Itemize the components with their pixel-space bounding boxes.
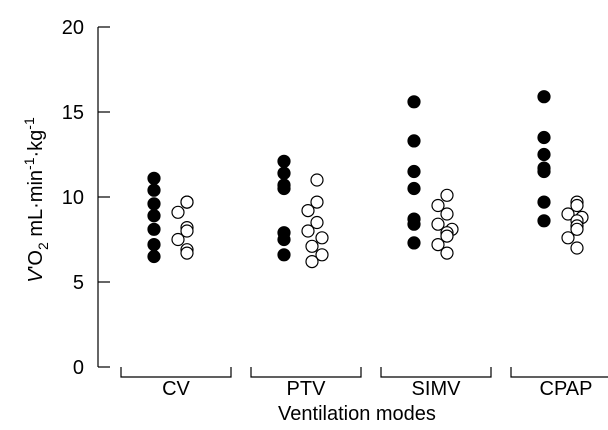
y-tick-label: 0 (73, 357, 84, 379)
data-point-open (301, 204, 315, 218)
data-point-filled (407, 134, 421, 148)
y-tick-label: 20 (62, 17, 84, 39)
data-points (147, 90, 589, 269)
x-category-label: PTV (287, 378, 327, 400)
data-point-open (440, 229, 454, 243)
data-point-filled (407, 217, 421, 231)
x-axis-category-brackets: CV PTV SIMV CPAP (120, 367, 608, 400)
data-point-open (310, 173, 324, 187)
data-point-open (305, 255, 319, 269)
data-point-filled (537, 164, 551, 179)
data-point-open (431, 217, 445, 231)
data-point-open (570, 198, 584, 213)
data-point-open (440, 246, 454, 260)
data-point-open (180, 246, 194, 260)
data-point-open (561, 207, 575, 221)
data-point-filled (147, 238, 161, 252)
data-point-open (301, 224, 315, 238)
data-point-open (171, 205, 185, 219)
data-point-filled (407, 164, 421, 179)
data-point-filled (537, 195, 551, 209)
data-point-open (570, 222, 584, 236)
x-category-bracket (510, 367, 608, 378)
data-point-open (440, 207, 454, 221)
data-point-open (310, 195, 324, 209)
data-point-filled (147, 197, 161, 211)
data-point-open (431, 238, 445, 252)
data-point-open (180, 224, 194, 238)
x-axis-title: Ventilation modes (278, 403, 436, 425)
data-point-open (171, 232, 185, 247)
data-point-filled (147, 222, 161, 236)
data-point-filled (277, 181, 291, 196)
y-axis-ticks: 0 5 10 15 20 (62, 17, 110, 379)
x-category-bracket (380, 367, 492, 378)
data-point-open (315, 231, 329, 245)
x-category-label: CPAP (540, 378, 593, 400)
y-axis-title: V'O2 mL·min-1·kg-1 (21, 117, 51, 283)
data-point-filled (277, 232, 291, 247)
x-category-label: SIMV (412, 378, 462, 400)
data-point-filled (147, 209, 161, 223)
data-point-filled (277, 154, 291, 168)
data-point-filled (407, 181, 421, 196)
data-point-filled (407, 236, 421, 250)
y-tick-label: 5 (73, 272, 84, 294)
data-point-open (310, 215, 324, 230)
x-category-label: CV (162, 378, 190, 400)
y-tick-label: 15 (62, 102, 84, 124)
data-point-filled (537, 214, 551, 228)
data-point-filled (537, 130, 551, 145)
data-point-filled (147, 171, 161, 185)
data-point-open (315, 248, 329, 262)
data-point-filled (147, 183, 161, 197)
data-point-open (305, 239, 319, 253)
data-point-filled (537, 147, 551, 162)
data-point-open (431, 198, 445, 213)
data-point-filled (407, 95, 421, 109)
data-point-open (561, 231, 575, 245)
data-point-open (570, 241, 584, 255)
data-point-filled (147, 249, 161, 264)
x-category-bracket (250, 367, 362, 378)
data-point-open (440, 188, 454, 202)
data-point-open (180, 195, 194, 209)
x-category-bracket (120, 367, 232, 378)
y-tick-label: 10 (62, 187, 84, 209)
data-point-filled (277, 248, 291, 262)
data-point-filled (277, 166, 291, 180)
data-point-filled (537, 90, 551, 104)
